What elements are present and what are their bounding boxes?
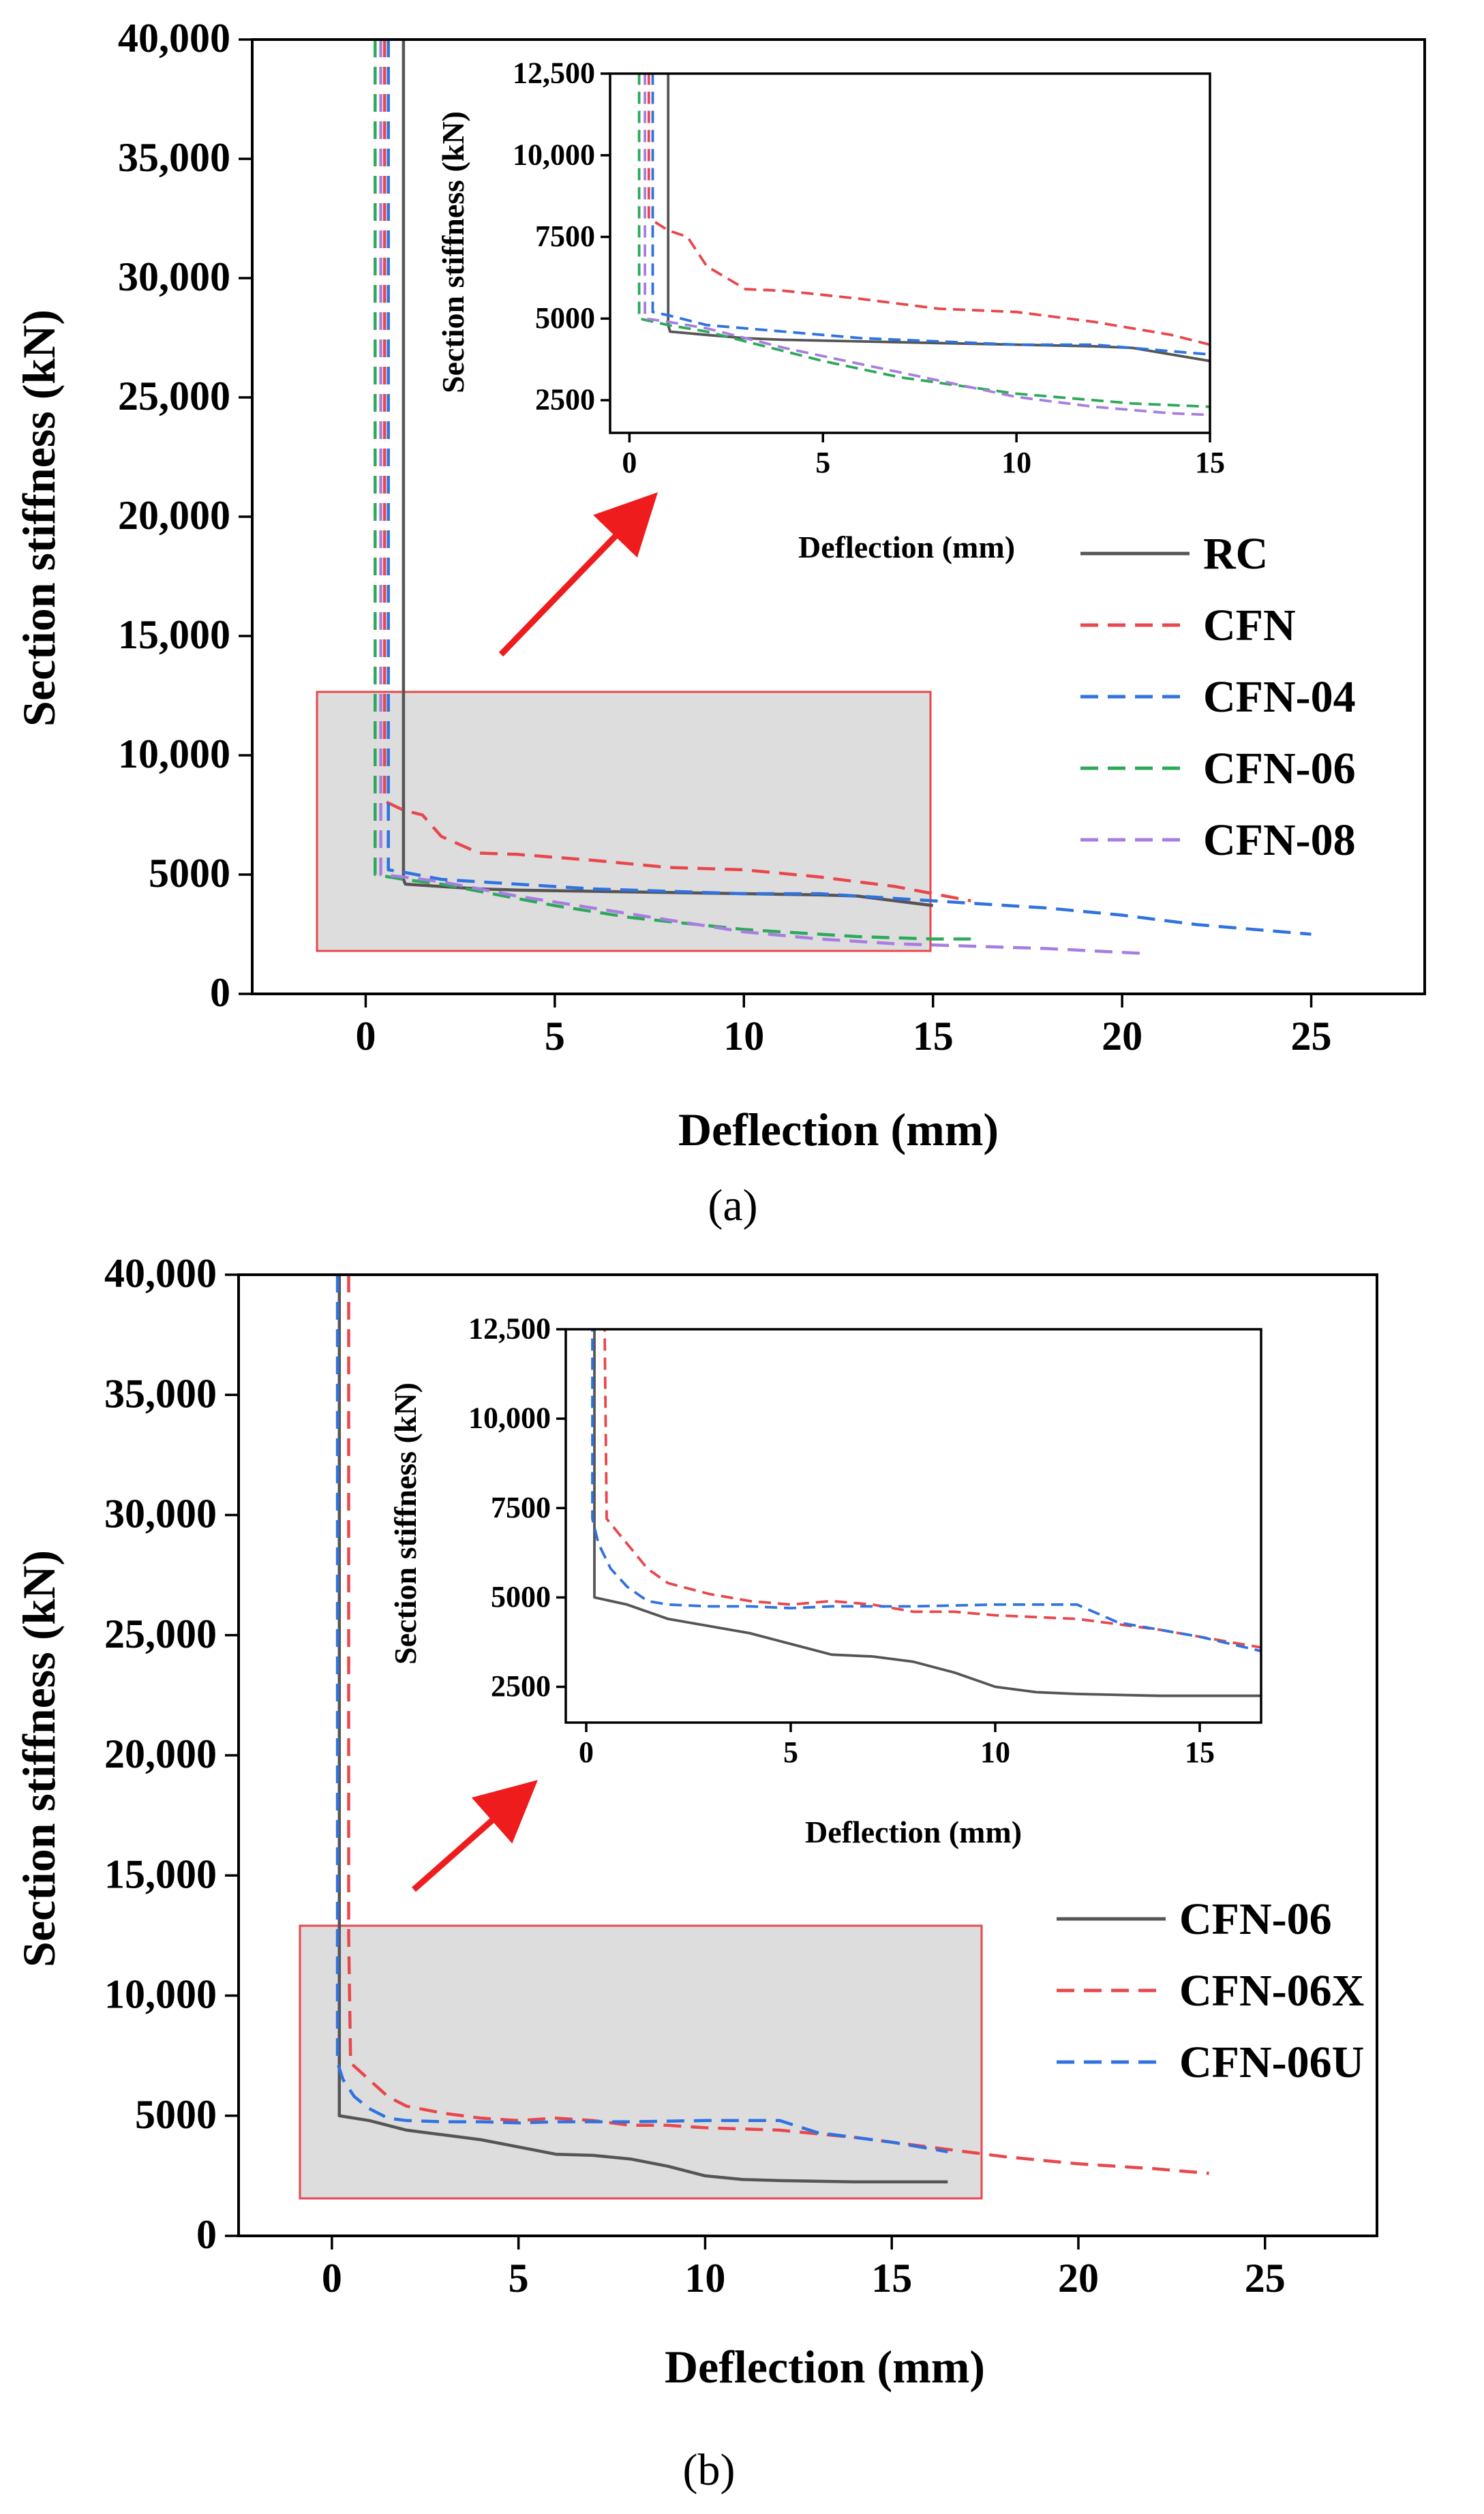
b-inset-y-tick-label: 7500	[491, 1491, 551, 1524]
b-inset-x-tick-label: 0	[579, 1736, 594, 1769]
legend-label-cfn: CFN	[1203, 601, 1296, 650]
a-y-tick-label: 30,000	[118, 254, 230, 299]
legend-label-cfn-04: CFN-04	[1203, 672, 1356, 722]
b-x-tick-label: 10	[684, 2256, 725, 2301]
panel-label-b: (b)	[683, 2445, 736, 2495]
a-series-cfn-04	[387, 40, 1312, 936]
a-y-tick-label: 0	[210, 970, 230, 1015]
b-inset-y-tick-label: 10,000	[468, 1402, 551, 1435]
a-inset-series-cfn-06	[637, 74, 1210, 408]
a-inset-y-tick-label: 5000	[535, 301, 595, 335]
a-inset-x-tick-label: 0	[622, 446, 637, 479]
inset-frame	[564, 1328, 1262, 1724]
a-inset-y-tick-label: 2500	[535, 383, 595, 417]
a-y-tick-label: 15,000	[118, 612, 230, 657]
legend-label-rc: RC	[1203, 529, 1268, 579]
inset-frame	[609, 72, 1211, 434]
b-y-tick-label: 35,000	[104, 1371, 217, 1416]
a-series-cfn-06	[374, 40, 971, 941]
b-inset-x-tick-label: 15	[1185, 1736, 1215, 1769]
zoom-arrow	[498, 492, 658, 657]
a-y-tick-label: 35,000	[118, 135, 230, 180]
b-series-cfn-06u	[335, 1275, 948, 2153]
b-inset-series-cfn-06u	[591, 1329, 1261, 1652]
inset-x-axis-label: Deflection (mm)	[805, 1815, 1022, 1849]
b-inset-x-tick-label: 10	[980, 1736, 1010, 1769]
a-series-rc	[402, 40, 933, 907]
a-inset-y-tick-label: 12,500	[513, 57, 595, 90]
inset-x-axis-label: Deflection (mm)	[798, 530, 1015, 564]
b-series-cfn-06	[337, 1275, 948, 2183]
legend: CFN-06 CFN-06X CFN-06U	[1057, 1894, 1364, 2087]
a-x-tick-label: 10	[723, 1014, 764, 1059]
legend-label-cfn-08: CFN-08	[1203, 815, 1356, 865]
a-x-tick-label: 5	[545, 1014, 565, 1059]
x-axis-label: Deflection (mm)	[665, 2341, 985, 2393]
b-y-tick-label: 5000	[135, 2092, 217, 2137]
inset-background	[566, 1329, 1261, 1723]
a-y-tick-label: 10,000	[118, 731, 230, 776]
panel-a: 0 5 10 15 20 25 0 5000 10,000 15,000 20,000 25,000…	[13, 16, 1426, 1230]
a-inset-x-tick-label: 5	[815, 446, 830, 479]
b-x-tick-label: 25	[1245, 2256, 1286, 2301]
a-y-tick-label: 5000	[149, 851, 230, 896]
zoom-highlight-region	[316, 691, 932, 952]
a-x-tick-label: 20	[1102, 1014, 1142, 1059]
inset-background	[610, 74, 1210, 433]
b-inset-y-tick-label: 12,500	[468, 1312, 551, 1346]
b-y-tick-label: 10,000	[104, 1972, 217, 2017]
b-x-tick-label: 20	[1058, 2256, 1099, 2301]
zoom-highlight-region	[299, 1924, 983, 2200]
a-inset-series-rc	[667, 74, 1210, 363]
a-inset-y-tick-label: 7500	[535, 219, 595, 253]
panel-b: 0 5 10 15 20 25 0 5000 10,000 15,000 20,000 25,000…	[13, 1251, 1378, 2495]
inset-y-axis-label: Section stiffness (kN)	[388, 1382, 423, 1665]
legend-label-cfn-06: CFN-06	[1179, 1894, 1332, 1944]
b-y-tick-label: 20,000	[104, 1731, 217, 1776]
b-inset-series-cfn-06	[593, 1329, 1261, 1697]
b-y-tick-label: 15,000	[104, 1851, 217, 1896]
b-y-tick-label: 30,000	[104, 1491, 217, 1536]
a-inset-y-tick-label: 10,000	[513, 138, 595, 171]
a-x-tick-label: 25	[1291, 1014, 1332, 1059]
b-inset-x-tick-label: 5	[783, 1736, 798, 1769]
a-inset-series-cfn-04	[651, 74, 1210, 356]
legend: RC CFN CFN-04 CFN-06 CFN-08	[1080, 529, 1356, 865]
a-inset-x-tick-label: 15	[1195, 446, 1225, 479]
b-inset-y-tick-label: 5000	[491, 1580, 551, 1614]
x-axis-label: Deflection (mm)	[678, 1104, 999, 1155]
a-x-tick-label: 15	[913, 1014, 954, 1059]
b-x-tick-label: 5	[509, 2256, 529, 2301]
b-y-tick-label: 40,000	[104, 1251, 217, 1296]
legend-label-cfn-06u: CFN-06U	[1179, 2038, 1364, 2087]
y-axis-label: Section stiffness (kN)	[13, 309, 65, 727]
b-x-tick-label: 15	[871, 2256, 912, 2301]
legend-label-cfn-06x: CFN-06X	[1179, 1966, 1364, 2016]
a-y-tick-label: 40,000	[118, 16, 230, 61]
a-inset-series-cfn-08	[643, 74, 1210, 417]
a-y-tick-label: 20,000	[118, 493, 230, 538]
y-axis-label: Section stiffness (kN)	[13, 1550, 65, 1967]
a-y-tick-label: 25,000	[118, 374, 230, 419]
b-y-tick-label: 25,000	[104, 1611, 217, 1656]
a-inset-x-tick-label: 10	[1001, 446, 1031, 479]
b-x-tick-label: 0	[322, 2256, 342, 2301]
legend-label-cfn-06: CFN-06	[1203, 744, 1356, 793]
inset-y-axis-label: Section stiffness (kN)	[436, 111, 470, 393]
a-inset-series-cfn	[647, 74, 1210, 346]
zoom-arrow	[412, 1780, 538, 1892]
b-inset-y-tick-label: 2500	[491, 1669, 551, 1703]
a-series-cfn	[382, 40, 971, 903]
b-y-tick-label: 0	[196, 2212, 217, 2257]
a-x-tick-label: 0	[355, 1014, 376, 1059]
panel-label-a: (a)	[708, 1181, 757, 1230]
